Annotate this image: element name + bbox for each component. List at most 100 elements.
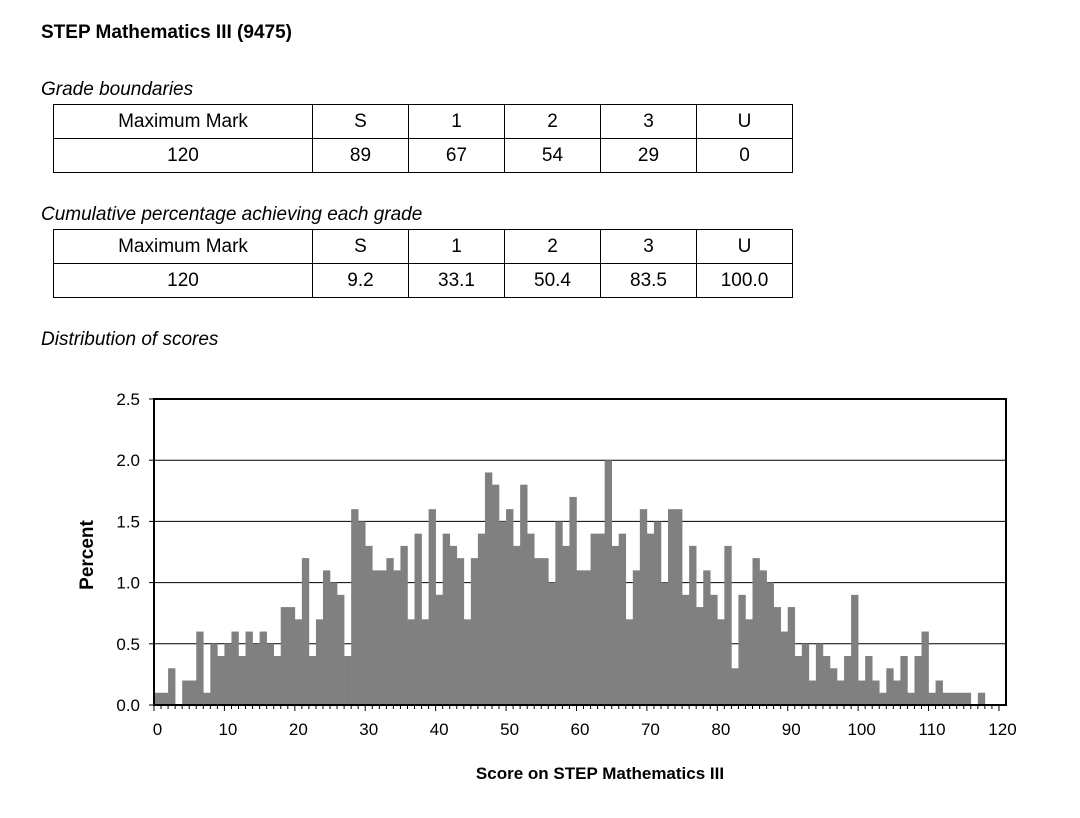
bar [900, 656, 908, 705]
bar [259, 631, 267, 705]
x-tick-label: 70 [641, 720, 660, 739]
bar [280, 607, 289, 705]
bar [773, 607, 781, 705]
table-cell: 120 [53, 138, 313, 173]
bar [844, 656, 852, 705]
bar [865, 656, 873, 705]
bar [675, 509, 683, 705]
bar [351, 509, 359, 705]
bar [407, 619, 415, 705]
bar [513, 545, 521, 705]
bar [907, 692, 915, 705]
x-tick-label: 50 [500, 720, 519, 739]
y-tick-label: 2.0 [116, 451, 140, 470]
table-cell: 100.0 [696, 263, 793, 298]
bar [738, 594, 746, 705]
bar [520, 484, 528, 705]
cumulative-label: Cumulative percentage achieving each gra… [41, 204, 423, 225]
bar [301, 558, 310, 705]
bar [914, 656, 922, 705]
table-cell: 89 [312, 138, 409, 173]
bar [245, 631, 253, 705]
bar [548, 582, 556, 705]
x-tick-label: 80 [711, 720, 730, 739]
header-cell: 2 [504, 104, 601, 139]
bar [322, 570, 331, 705]
bar [780, 631, 789, 705]
bar [618, 533, 627, 705]
bar [625, 619, 634, 705]
bar [308, 656, 317, 705]
bar [541, 558, 549, 705]
bar [534, 558, 542, 705]
bar [393, 570, 401, 705]
bar [808, 680, 817, 705]
table-cell: 67 [408, 138, 505, 173]
bar [660, 582, 669, 705]
bar [787, 607, 796, 705]
bar [463, 619, 472, 705]
bar [576, 570, 584, 705]
cumulative-table: Maximum Mark S 1 2 3 U 120 9.2 33.1 50.4… [53, 229, 793, 298]
bar [210, 643, 218, 705]
bar [287, 607, 296, 705]
bar [400, 545, 408, 705]
bar [421, 619, 429, 705]
bar [963, 692, 972, 705]
bar [590, 533, 598, 705]
bar [365, 545, 373, 705]
bar [766, 582, 774, 705]
bar [330, 582, 338, 705]
bar [386, 558, 394, 705]
bar [337, 594, 345, 705]
header-cell: Maximum Mark [53, 104, 313, 139]
table-cell: 50.4 [504, 263, 601, 298]
bar [484, 472, 493, 705]
bar [717, 619, 725, 705]
table-cell: 33.1 [408, 263, 505, 298]
bar [168, 668, 176, 705]
table-cell: 83.5 [600, 263, 697, 298]
header-cell: U [696, 229, 793, 264]
bar [182, 680, 190, 705]
table-cell: 54 [504, 138, 601, 173]
bar [872, 680, 880, 705]
bar [315, 619, 324, 705]
bar [555, 521, 563, 705]
bar [428, 509, 436, 705]
bar [689, 545, 697, 705]
bar [949, 692, 958, 705]
bar [646, 533, 655, 705]
table-header-row: Maximum Mark S 1 2 3 U [53, 229, 793, 264]
bar [956, 692, 965, 705]
table-cell: 120 [53, 263, 313, 298]
bar [696, 607, 704, 705]
bar [977, 692, 986, 705]
y-tick-label: 0.5 [116, 635, 140, 654]
bar [154, 692, 162, 705]
bar [435, 594, 443, 705]
bar [731, 668, 739, 705]
bar [224, 643, 232, 705]
y-tick-label: 2.5 [116, 390, 140, 409]
bar [815, 643, 824, 705]
bar [379, 570, 387, 705]
bar [506, 509, 514, 705]
header-cell: 2 [504, 229, 601, 264]
bar [569, 496, 577, 705]
bar [449, 545, 458, 705]
bar [682, 594, 690, 705]
bar [935, 680, 943, 705]
bar [203, 692, 211, 705]
bar [632, 570, 641, 705]
bar [851, 594, 859, 705]
table-row: 120 9.2 33.1 50.4 83.5 100.0 [53, 263, 793, 298]
page-title: STEP Mathematics III (9475) [41, 22, 292, 43]
bar [470, 558, 479, 705]
grade-boundaries-table: Maximum Mark S 1 2 3 U 120 89 67 54 29 0 [53, 104, 793, 173]
score-distribution-chart: 0.0 0.5 1.0 1.5 2.0 2.5 0 10 20 30 40 50 60 70 80 90 100… [77, 390, 1017, 783]
header-cell: 3 [600, 104, 697, 139]
bar [801, 643, 810, 705]
x-tick-label: 60 [571, 720, 590, 739]
bar [724, 545, 732, 705]
